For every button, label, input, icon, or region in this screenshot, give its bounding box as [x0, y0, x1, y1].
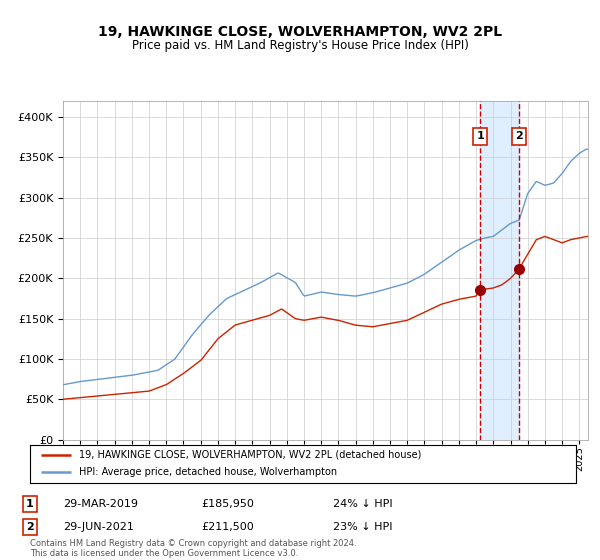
Text: £185,950: £185,950: [201, 499, 254, 509]
Text: 2: 2: [515, 132, 523, 141]
Bar: [480, 101, 519, 440]
Text: 29-JUN-2021: 29-JUN-2021: [63, 522, 134, 532]
Text: 2: 2: [26, 522, 34, 532]
Text: 29-MAR-2019: 29-MAR-2019: [63, 499, 138, 509]
Text: 1: 1: [476, 132, 484, 141]
Text: 19, HAWKINGE CLOSE, WOLVERHAMPTON, WV2 2PL: 19, HAWKINGE CLOSE, WOLVERHAMPTON, WV2 2…: [98, 25, 502, 39]
Text: 23% ↓ HPI: 23% ↓ HPI: [333, 522, 392, 532]
Text: 24% ↓ HPI: 24% ↓ HPI: [333, 499, 392, 509]
Text: 19, HAWKINGE CLOSE, WOLVERHAMPTON, WV2 2PL (detached house): 19, HAWKINGE CLOSE, WOLVERHAMPTON, WV2 2…: [79, 450, 422, 460]
Text: £211,500: £211,500: [201, 522, 254, 532]
Text: 1: 1: [26, 499, 34, 509]
Text: Price paid vs. HM Land Registry's House Price Index (HPI): Price paid vs. HM Land Registry's House …: [131, 39, 469, 52]
Text: HPI: Average price, detached house, Wolverhampton: HPI: Average price, detached house, Wolv…: [79, 468, 337, 478]
Text: Contains HM Land Registry data © Crown copyright and database right 2024.
This d: Contains HM Land Registry data © Crown c…: [30, 539, 356, 558]
